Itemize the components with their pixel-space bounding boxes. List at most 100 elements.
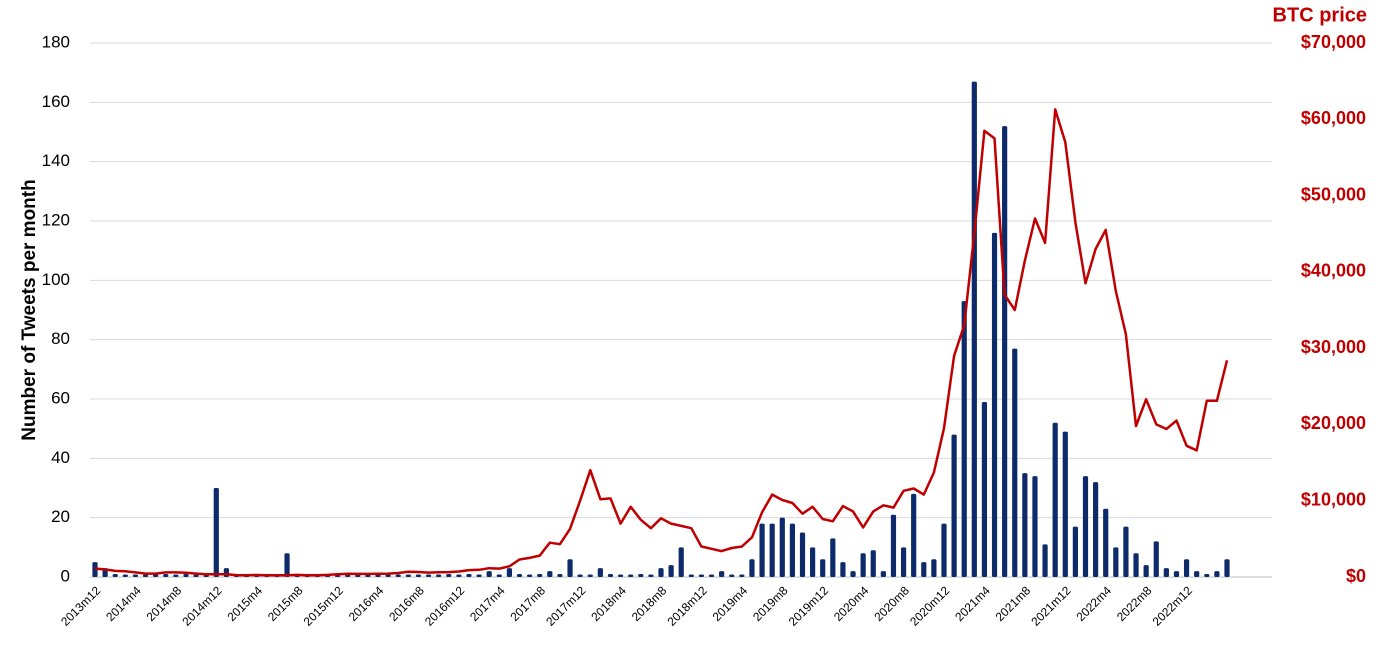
x-tick-label: 2016m8 <box>386 583 427 624</box>
bar <box>729 574 735 577</box>
bar <box>1214 571 1220 577</box>
bar <box>779 517 785 577</box>
bar <box>1113 547 1119 577</box>
bar <box>1012 348 1018 577</box>
bar <box>567 559 573 577</box>
bar <box>850 571 856 577</box>
x-tick-label: 2020m8 <box>871 583 912 624</box>
bar <box>446 574 452 577</box>
y2-tick-label: $0 <box>1346 566 1366 586</box>
bar <box>769 523 775 577</box>
y-tick-label: 160 <box>42 92 70 111</box>
bar <box>971 81 977 578</box>
bar <box>1042 544 1048 577</box>
x-tick-label: 2018m8 <box>629 583 670 624</box>
bar <box>648 574 654 577</box>
bar <box>486 571 492 577</box>
bar <box>830 538 836 577</box>
y-tick-label: 140 <box>42 151 70 170</box>
bar <box>1123 526 1129 577</box>
y2-tick-label: $50,000 <box>1301 184 1366 204</box>
x-tick-label: 2020m4 <box>831 583 872 624</box>
x-tick-label: 2020m12 <box>907 583 953 629</box>
x-tick-label: 2014m8 <box>144 583 185 624</box>
bar <box>112 574 118 577</box>
x-tick-label: 2016m4 <box>346 583 387 624</box>
bar <box>506 568 512 577</box>
bar <box>1082 476 1089 577</box>
bar <box>1022 473 1028 577</box>
bar <box>122 574 128 577</box>
bar <box>1153 541 1159 577</box>
bar <box>900 547 907 577</box>
x-tick-label: 2022m12 <box>1150 583 1196 629</box>
x-tick-label: 2014m12 <box>179 583 225 629</box>
x-tick-label: 2021m4 <box>952 583 993 624</box>
x-tick-label: 2022m4 <box>1074 583 1115 624</box>
bar <box>132 574 139 577</box>
x-tick-label: 2019m12 <box>786 583 832 629</box>
x-tick-label: 2014m4 <box>103 583 144 624</box>
bar <box>911 493 917 577</box>
y2-tick-label: $30,000 <box>1301 337 1366 357</box>
bar <box>577 574 583 577</box>
bar <box>708 574 715 577</box>
bar <box>1194 571 1200 577</box>
bar <box>213 488 219 577</box>
y-tick-label: 40 <box>51 448 70 467</box>
bar <box>425 574 432 577</box>
x-tick-label: 2021m12 <box>1028 583 1074 629</box>
bar <box>931 559 937 577</box>
bar <box>607 574 614 577</box>
bar <box>516 574 523 577</box>
bar <box>1103 508 1109 577</box>
bar <box>799 532 806 577</box>
bar <box>759 523 765 577</box>
bar <box>668 565 674 577</box>
x-tick-label: 2019m8 <box>750 583 791 624</box>
bar <box>587 574 593 577</box>
y-tick-label: 120 <box>42 210 70 229</box>
y-tick-label: 20 <box>51 507 70 526</box>
bar <box>142 574 149 577</box>
bar <box>1224 559 1230 577</box>
bar <box>880 571 886 577</box>
bar <box>617 574 624 577</box>
x-tick-label: 2022m8 <box>1114 583 1155 624</box>
y2-axis-title: BTC price <box>1273 4 1367 26</box>
bar <box>810 547 816 577</box>
bar <box>1062 431 1068 577</box>
bar <box>456 574 462 577</box>
bar <box>719 571 725 577</box>
bar <box>941 523 947 577</box>
bar <box>1093 482 1099 577</box>
bar <box>436 574 442 577</box>
bar <box>688 574 694 577</box>
x-tick-label: 2017m8 <box>508 583 549 624</box>
y-axis-title: Number of Tweets per month <box>19 179 40 440</box>
bar <box>890 514 897 577</box>
bar <box>527 574 533 577</box>
bar <box>395 574 401 577</box>
bar <box>1163 568 1169 577</box>
bar <box>284 553 290 577</box>
bar <box>466 574 472 577</box>
y2-tick-label: $70,000 <box>1301 32 1366 52</box>
bar <box>840 562 846 577</box>
bar <box>961 301 967 577</box>
bar <box>638 574 644 577</box>
bar <box>163 574 169 577</box>
bar <box>1133 553 1139 577</box>
bar <box>183 574 189 577</box>
x-tick-label: 2016m12 <box>422 583 468 629</box>
y2-tick-label: $60,000 <box>1301 108 1366 128</box>
x-tick-label: 2015m4 <box>225 583 266 624</box>
bar <box>193 574 199 577</box>
y-tick-label: 60 <box>51 388 70 407</box>
x-tick-label: 2018m4 <box>588 583 629 624</box>
y2-tick-label: $20,000 <box>1301 413 1366 433</box>
bar <box>476 574 482 577</box>
x-tick-label: 2019m4 <box>710 583 751 624</box>
bar <box>658 568 664 577</box>
